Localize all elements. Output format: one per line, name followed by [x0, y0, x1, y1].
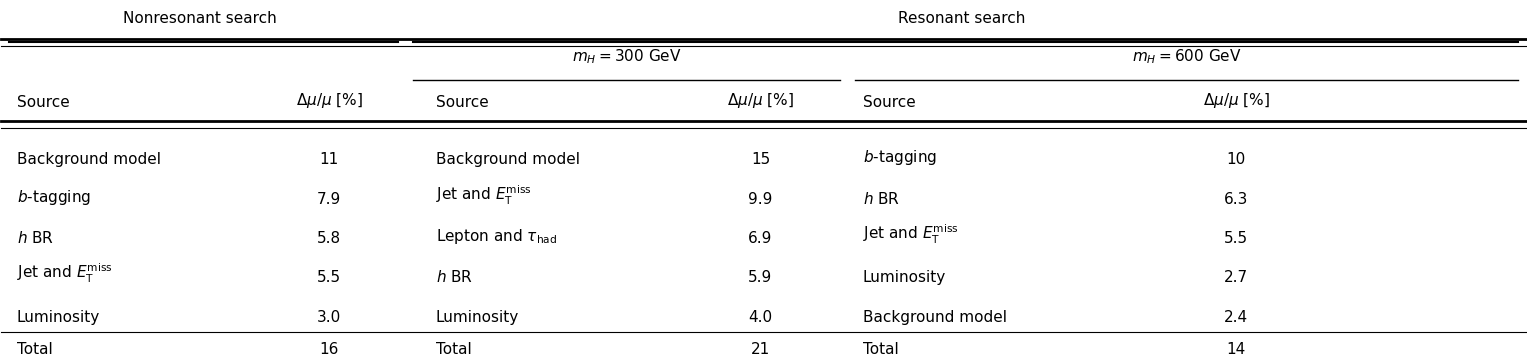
Text: Resonant search: Resonant search — [898, 12, 1025, 26]
Text: Source: Source — [435, 95, 489, 111]
Text: Luminosity: Luminosity — [863, 270, 945, 285]
Text: $h$ BR: $h$ BR — [17, 230, 53, 246]
Text: Total: Total — [435, 342, 472, 357]
Text: $h$ BR: $h$ BR — [863, 191, 899, 207]
Text: 14: 14 — [1226, 342, 1246, 357]
Text: 5.8: 5.8 — [318, 231, 341, 246]
Text: Background model: Background model — [17, 153, 160, 167]
Text: Source: Source — [863, 95, 915, 111]
Text: Total: Total — [863, 342, 898, 357]
Text: 6.9: 6.9 — [748, 231, 773, 246]
Text: $m_H = 300$ GeV: $m_H = 300$ GeV — [571, 47, 681, 66]
Text: Jet and $E_{\mathrm{T}}^{\mathrm{miss}}$: Jet and $E_{\mathrm{T}}^{\mathrm{miss}}$ — [435, 184, 531, 207]
Text: 9.9: 9.9 — [748, 192, 773, 207]
Text: $\Delta\mu/\mu$ [%]: $\Delta\mu/\mu$ [%] — [727, 91, 794, 111]
Text: 10: 10 — [1226, 153, 1246, 167]
Text: Nonresonant search: Nonresonant search — [122, 12, 276, 26]
Text: 7.9: 7.9 — [318, 192, 341, 207]
Text: 2.7: 2.7 — [1225, 270, 1248, 285]
Text: 2.4: 2.4 — [1225, 310, 1248, 325]
Text: 6.3: 6.3 — [1223, 192, 1248, 207]
Text: 3.0: 3.0 — [318, 310, 341, 325]
Text: 4.0: 4.0 — [748, 310, 773, 325]
Text: 16: 16 — [319, 342, 339, 357]
Text: Lepton and $\tau_{\mathrm{had}}$: Lepton and $\tau_{\mathrm{had}}$ — [435, 227, 557, 246]
Text: $\Delta\mu/\mu$ [%]: $\Delta\mu/\mu$ [%] — [1203, 91, 1269, 111]
Text: Luminosity: Luminosity — [435, 310, 519, 325]
Text: 5.5: 5.5 — [1225, 231, 1248, 246]
Text: 21: 21 — [751, 342, 770, 357]
Text: Background model: Background model — [435, 153, 580, 167]
Text: $b$-tagging: $b$-tagging — [863, 148, 936, 167]
Text: $b$-tagging: $b$-tagging — [17, 188, 90, 207]
Text: 5.5: 5.5 — [318, 270, 341, 285]
Text: Background model: Background model — [863, 310, 1006, 325]
Text: Jet and $E_{\mathrm{T}}^{\mathrm{miss}}$: Jet and $E_{\mathrm{T}}^{\mathrm{miss}}$ — [17, 262, 113, 285]
Text: 11: 11 — [319, 153, 339, 167]
Text: 5.9: 5.9 — [748, 270, 773, 285]
Text: Luminosity: Luminosity — [17, 310, 99, 325]
Text: 15: 15 — [751, 153, 770, 167]
Text: Jet and $E_{\mathrm{T}}^{\mathrm{miss}}$: Jet and $E_{\mathrm{T}}^{\mathrm{miss}}$ — [863, 223, 959, 246]
Text: Source: Source — [17, 95, 69, 111]
Text: $m_H = 600$ GeV: $m_H = 600$ GeV — [1132, 47, 1241, 66]
Text: Total: Total — [17, 342, 52, 357]
Text: $h$ BR: $h$ BR — [435, 269, 473, 285]
Text: $\Delta\mu/\mu$ [%]: $\Delta\mu/\mu$ [%] — [296, 91, 362, 111]
